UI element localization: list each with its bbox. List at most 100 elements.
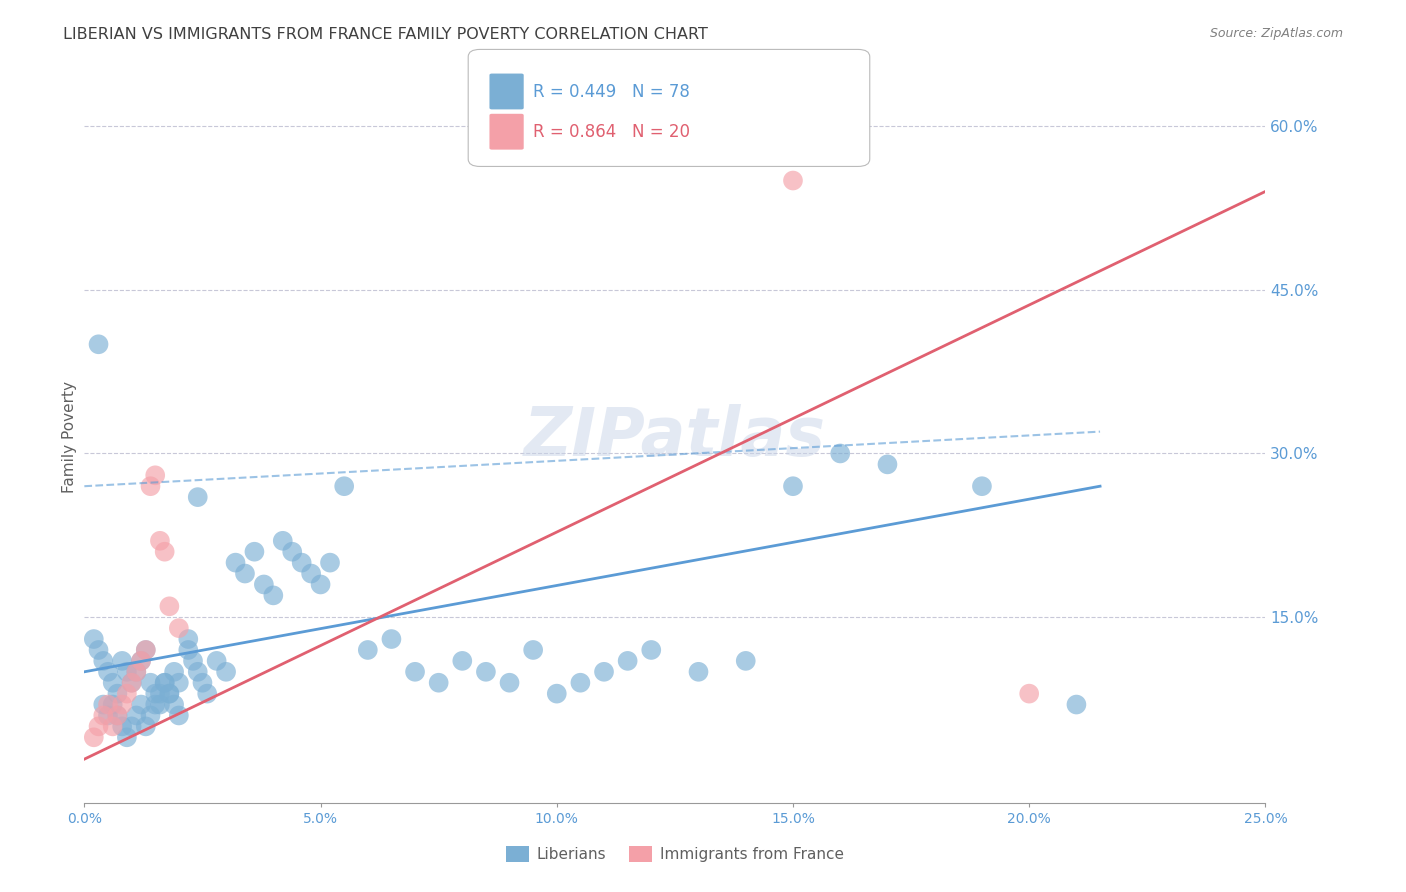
Point [91, 654, 114, 668]
Point [139, 675, 162, 690]
Point [87, 719, 110, 733]
Point [143, 468, 166, 483]
Point [135, 643, 157, 657]
Point [876, 458, 898, 472]
Point [129, 654, 152, 668]
Text: LIBERIAN VS IMMIGRANTS FROM FRANCE FAMILY POVERTY CORRELATION CHART: LIBERIAN VS IMMIGRANTS FROM FRANCE FAMIL… [63, 27, 709, 42]
Legend: Liberians, Immigrants from France: Liberians, Immigrants from France [501, 840, 849, 868]
Point [262, 588, 284, 602]
Point [522, 643, 544, 657]
Point [121, 719, 143, 733]
Point [177, 643, 200, 657]
Point [135, 719, 157, 733]
Point [333, 479, 356, 493]
Point [782, 479, 804, 493]
Text: R = 0.864   N = 20: R = 0.864 N = 20 [533, 123, 690, 141]
Point [121, 675, 143, 690]
FancyBboxPatch shape [489, 114, 523, 150]
Point [271, 533, 294, 548]
Point [299, 566, 322, 581]
Point [734, 654, 756, 668]
Point [195, 687, 218, 701]
Point [125, 708, 148, 723]
Point [115, 687, 138, 701]
Point [107, 687, 129, 701]
Y-axis label: Family Poverty: Family Poverty [62, 381, 77, 493]
Point [243, 545, 266, 559]
Point [153, 675, 176, 690]
Point [498, 675, 520, 690]
Point [291, 556, 314, 570]
Point [427, 675, 450, 690]
Point [91, 708, 114, 723]
Point [149, 698, 172, 712]
Point [121, 675, 143, 690]
Point [111, 654, 134, 668]
Point [593, 665, 616, 679]
Point [129, 698, 152, 712]
Point [616, 654, 638, 668]
Point [215, 665, 238, 679]
Text: ZIPatlas: ZIPatlas [524, 404, 825, 470]
Point [157, 687, 180, 701]
Point [253, 577, 276, 591]
Point [205, 654, 228, 668]
Point [782, 173, 804, 187]
Point [1066, 698, 1088, 712]
Point [157, 599, 180, 614]
Point [153, 675, 176, 690]
Point [111, 719, 134, 733]
Point [83, 731, 105, 745]
Point [101, 719, 124, 733]
Point [125, 665, 148, 679]
Point [115, 731, 138, 745]
Point [139, 479, 162, 493]
Point [129, 654, 152, 668]
Point [153, 545, 176, 559]
Point [143, 698, 166, 712]
Point [143, 687, 166, 701]
Point [87, 643, 110, 657]
Point [157, 687, 180, 701]
Point [546, 687, 568, 701]
Point [91, 698, 114, 712]
Point [101, 698, 124, 712]
Point [191, 675, 214, 690]
Point [319, 556, 342, 570]
Point [177, 632, 200, 646]
Point [569, 675, 592, 690]
Point [404, 665, 426, 679]
Point [380, 632, 402, 646]
Text: R = 0.449   N = 78: R = 0.449 N = 78 [533, 83, 690, 101]
Point [688, 665, 710, 679]
Point [97, 665, 120, 679]
Point [97, 698, 120, 712]
Point [233, 566, 256, 581]
Point [167, 621, 190, 635]
Point [115, 665, 138, 679]
Point [187, 665, 209, 679]
Point [830, 446, 852, 460]
Point [167, 675, 190, 690]
Point [135, 643, 157, 657]
Point [970, 479, 993, 493]
Point [107, 708, 129, 723]
Point [111, 698, 134, 712]
Point [167, 708, 190, 723]
Point [163, 665, 186, 679]
Point [225, 556, 247, 570]
Point [640, 643, 662, 657]
Point [107, 708, 129, 723]
Point [1018, 687, 1040, 701]
Point [139, 708, 162, 723]
Point [83, 632, 105, 646]
Point [163, 698, 186, 712]
Point [87, 337, 110, 351]
Point [309, 577, 332, 591]
Point [187, 490, 209, 504]
Point [97, 708, 120, 723]
Point [101, 675, 124, 690]
Point [181, 654, 204, 668]
Point [451, 654, 474, 668]
Point [475, 665, 498, 679]
